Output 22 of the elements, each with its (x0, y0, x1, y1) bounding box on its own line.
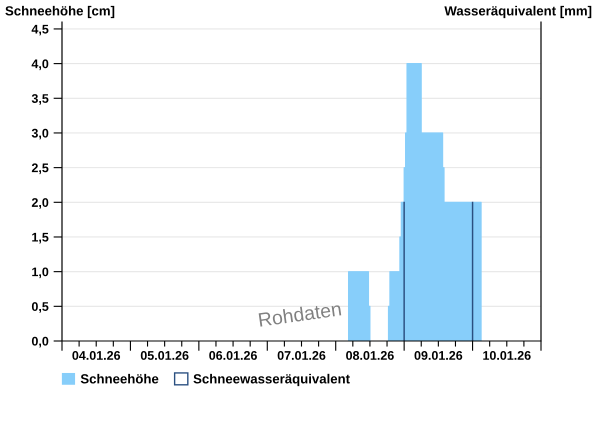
x-tick-label: 08.01.26 (346, 351, 394, 360)
x-tick-label: 04.01.26 (72, 351, 120, 360)
x-tick-label: 07.01.26 (278, 351, 326, 360)
y-tick-label: 3,5 (32, 94, 48, 105)
y-tick-label: 4,0 (32, 59, 48, 70)
annotation: Rohdaten (258, 301, 342, 327)
x-tick-label: 09.01.26 (414, 351, 462, 360)
y-tick-label: 1,5 (32, 232, 48, 244)
y-tick-label: 0,5 (32, 302, 48, 313)
y-tick-label: 4,5 (32, 24, 48, 36)
legend-label: Schneehöhe (80, 374, 158, 384)
y-tick-label: 3,0 (32, 128, 48, 140)
y-tick-label: 2,0 (32, 198, 48, 209)
x-tick-label: 06.01.26 (209, 351, 257, 360)
y2-axis-title: Wasseräquivalent [mm] (444, 6, 592, 18)
y-tick-label: 0,0 (32, 336, 48, 348)
x-tick-label: 05.01.26 (140, 351, 189, 360)
y-axis-title: Schneehöhe [cm] (5, 6, 114, 18)
y-tick-label: 2,5 (32, 163, 48, 174)
y-tick-label: 1,0 (32, 267, 48, 278)
legend-label: Schneewasseräquivalent (193, 374, 350, 386)
x-tick-label: 10.01.26 (483, 351, 531, 360)
